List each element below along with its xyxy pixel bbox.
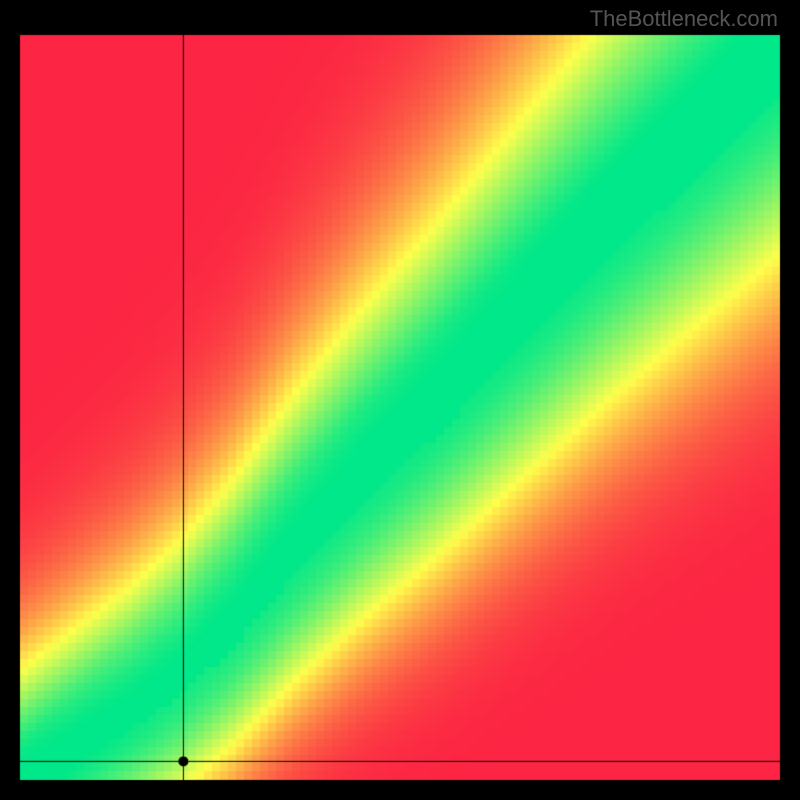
chart-container: TheBottleneck.com <box>0 0 800 800</box>
heatmap-canvas <box>0 0 800 800</box>
watermark-text: TheBottleneck.com <box>590 6 778 32</box>
